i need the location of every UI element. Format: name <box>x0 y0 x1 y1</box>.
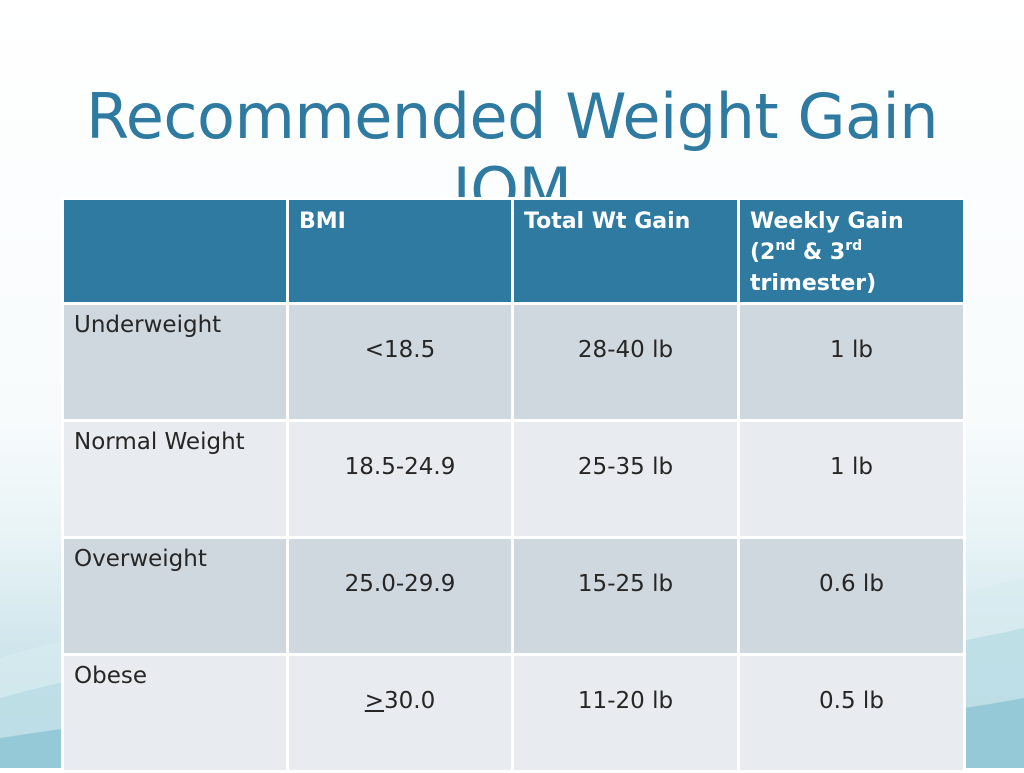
row-category: Obese <box>61 653 289 773</box>
row-weekly-gain: 1 lb <box>737 419 966 539</box>
row-weekly-gain: 0.6 lb <box>737 536 966 656</box>
row-bmi: >30.0 <box>286 653 514 773</box>
weight-gain-table: BMI Total Wt Gain Weekly Gain (2nd & 3rd… <box>61 197 966 773</box>
weekly-line-3: trimester) <box>750 271 877 296</box>
row-weekly-gain: 0.5 lb <box>737 653 966 773</box>
row-bmi: <18.5 <box>286 302 514 422</box>
table-header-row: BMI Total Wt Gain Weekly Gain (2nd & 3rd… <box>61 197 966 305</box>
row-bmi: 25.0-29.9 <box>286 536 514 656</box>
table-row: Underweight <18.5 28-40 lb 1 lb <box>61 302 966 422</box>
bmi-value: 30.0 <box>384 688 436 714</box>
bmi-value: 25.0-29.9 <box>344 571 456 597</box>
weekly-sup-nd: nd <box>775 238 796 254</box>
row-bmi: 18.5-24.9 <box>286 419 514 539</box>
header-bmi: BMI <box>286 197 514 305</box>
table-row: Overweight 25.0-29.9 15-25 lb 0.6 lb <box>61 536 966 656</box>
row-category: Overweight <box>61 536 289 656</box>
weekly-sup-rd: rd <box>845 238 863 254</box>
row-weekly-gain: 1 lb <box>737 302 966 422</box>
row-total-gain: 25-35 lb <box>511 419 740 539</box>
row-category: Underweight <box>61 302 289 422</box>
header-total-wt-gain: Total Wt Gain <box>511 197 740 305</box>
weekly-amp: & 3 <box>795 240 846 265</box>
table-row: Obese >30.0 11-20 lb 0.5 lb <box>61 653 966 773</box>
weekly-open: (2 <box>750 240 776 265</box>
row-total-gain: 11-20 lb <box>511 653 740 773</box>
row-total-gain: 28-40 lb <box>511 302 740 422</box>
title-line-1: Recommended Weight Gain <box>85 79 939 153</box>
weekly-line-1: Weekly Gain <box>750 209 904 234</box>
bmi-prefix: > <box>364 688 385 714</box>
table-row: Normal Weight 18.5-24.9 25-35 lb 1 lb <box>61 419 966 539</box>
header-weekly-gain: Weekly Gain (2nd & 3rd trimester) <box>737 197 966 305</box>
row-total-gain: 15-25 lb <box>511 536 740 656</box>
row-category: Normal Weight <box>61 419 289 539</box>
header-blank <box>61 197 289 305</box>
bmi-value: <18.5 <box>364 337 436 363</box>
bmi-value: 18.5-24.9 <box>344 454 456 480</box>
